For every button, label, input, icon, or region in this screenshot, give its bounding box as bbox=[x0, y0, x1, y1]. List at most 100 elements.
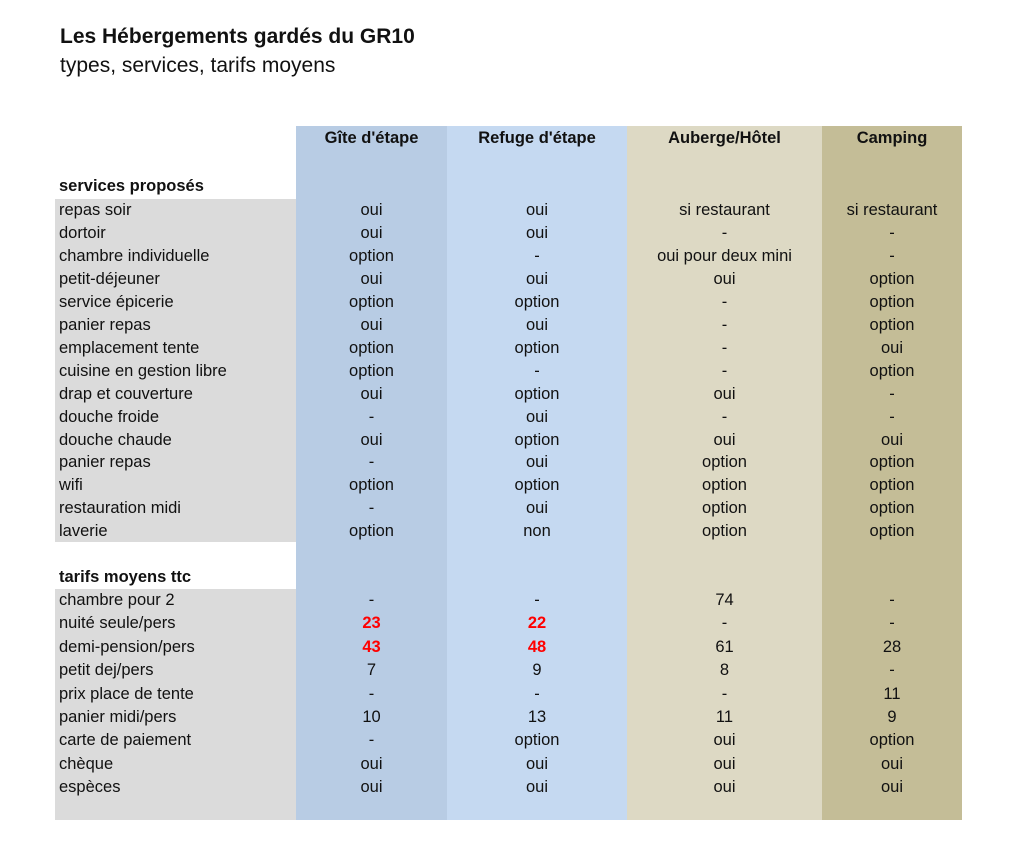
column-bg-auberge bbox=[627, 126, 822, 820]
row-label: espèces bbox=[59, 778, 121, 797]
table-header: Gîte d'étape Refuge d'étape Auberge/Hôte… bbox=[0, 127, 1024, 150]
table-cell: oui bbox=[360, 384, 383, 403]
table-cell: si restaurant bbox=[846, 201, 938, 219]
row-label: nuité seule/pers bbox=[59, 614, 176, 633]
table-cell: - bbox=[889, 661, 895, 680]
table-cell: - bbox=[721, 684, 728, 703]
table-row: carte de paiement - option oui option bbox=[0, 729, 1024, 752]
table-cell: oui bbox=[713, 430, 736, 449]
row-label: emplacement tente bbox=[59, 338, 200, 357]
table-cell: - bbox=[368, 591, 375, 609]
table-cell: oui bbox=[525, 453, 549, 472]
table-cell: oui bbox=[360, 269, 383, 288]
table-row: cuisine en gestion libre option - - option bbox=[0, 360, 1024, 383]
row-label: cuisine en gestion libre bbox=[59, 361, 227, 380]
table-row: demi-pension/pers 43 48 61 28 bbox=[0, 636, 1024, 659]
table-cell: option bbox=[349, 292, 394, 311]
table-row: panier repas oui oui - option bbox=[0, 314, 1024, 337]
column-bg-camping bbox=[822, 126, 962, 820]
table-cell: - bbox=[889, 407, 895, 426]
table-row: drap et couverture oui option oui - bbox=[0, 383, 1024, 406]
table-cell: option bbox=[869, 292, 915, 311]
table-cell: oui bbox=[525, 269, 549, 288]
table-row: panier midi/pers 10 13 11 9 bbox=[0, 706, 1024, 729]
row-label: drap et couverture bbox=[59, 384, 193, 403]
table-cell: option bbox=[349, 522, 394, 541]
row-label: restauration midi bbox=[59, 499, 181, 518]
label-column-bg-services bbox=[55, 199, 296, 542]
table-cell: - bbox=[889, 246, 895, 265]
table-cell: 9 bbox=[532, 661, 542, 680]
table-cell: oui bbox=[360, 754, 383, 773]
table-cell: 61 bbox=[715, 637, 734, 656]
table-cell: - bbox=[534, 361, 540, 380]
table-cell: si restaurant bbox=[679, 201, 770, 219]
table-cell: - bbox=[534, 591, 540, 609]
section-title: tarifs moyens ttc bbox=[59, 568, 192, 586]
table-cell: oui bbox=[525, 499, 549, 518]
row-label: chambre individuelle bbox=[59, 246, 210, 265]
table-cell: - bbox=[534, 684, 540, 703]
table-row: chambre pour 2 - - 74 - bbox=[0, 589, 1024, 612]
table-row: chèque oui oui oui oui bbox=[0, 753, 1024, 776]
table-cell: non bbox=[523, 522, 551, 541]
table-cell: 48 bbox=[527, 637, 547, 656]
table-cell: option bbox=[514, 384, 560, 403]
table-cell: - bbox=[721, 614, 728, 633]
table-cell: oui pour deux mini bbox=[657, 246, 792, 265]
table-cell: 43 bbox=[362, 637, 381, 656]
label-column-bg-tarifs bbox=[55, 589, 296, 820]
table-cell: oui bbox=[525, 201, 549, 219]
table-cell: oui bbox=[360, 430, 383, 449]
table-row: laverie option non option option bbox=[0, 520, 1024, 543]
table-cell: oui bbox=[360, 778, 383, 797]
table-cell: oui bbox=[360, 201, 383, 219]
row-label: prix place de tente bbox=[59, 684, 194, 703]
table-cell: option bbox=[349, 246, 394, 265]
table-cell: 8 bbox=[719, 661, 730, 680]
table-row: wifi option option option option bbox=[0, 474, 1024, 497]
table-cell: option bbox=[514, 430, 560, 449]
table-cell: oui bbox=[880, 338, 904, 357]
table-row: espèces oui oui oui oui bbox=[0, 776, 1024, 799]
table-cell: option bbox=[869, 476, 915, 495]
table-cell: 74 bbox=[715, 591, 734, 609]
row-label: panier repas bbox=[59, 315, 151, 334]
row-label: petit-déjeuner bbox=[59, 269, 160, 288]
table-cell: - bbox=[721, 407, 728, 426]
row-label: chèque bbox=[59, 754, 114, 773]
table-cell: option bbox=[869, 731, 915, 750]
table-row: petit dej/pers 7 9 8 - bbox=[0, 659, 1024, 682]
row-label: repas soir bbox=[59, 201, 132, 219]
column-header-gite: Gîte d'étape bbox=[324, 129, 419, 147]
table-cell: - bbox=[368, 731, 375, 750]
table-row: chambre individuelle option - oui pour deux… bbox=[0, 245, 1024, 268]
row-label: carte de paiement bbox=[59, 731, 192, 750]
table-row: panier repas - oui option option bbox=[0, 451, 1024, 474]
table-cell: 10 bbox=[362, 708, 381, 726]
table-cell: - bbox=[721, 361, 728, 380]
table-cell: 11 bbox=[883, 684, 901, 703]
table-cell: option bbox=[869, 522, 915, 541]
table-row: douche chaude oui option oui oui bbox=[0, 429, 1024, 452]
table-cell: - bbox=[889, 591, 895, 609]
row-label: demi-pension/pers bbox=[59, 637, 195, 656]
table-row: repas soir oui oui si restaurant si restaura… bbox=[0, 199, 1024, 222]
table-cell: 9 bbox=[887, 708, 897, 726]
table-cell: - bbox=[368, 499, 375, 518]
document-subtitle: types, services, tarifs moyens bbox=[60, 54, 336, 77]
table-cell: oui bbox=[880, 754, 904, 773]
table-cell: oui bbox=[880, 778, 904, 797]
row-label: douche chaude bbox=[59, 430, 172, 449]
table-cell: - bbox=[889, 223, 895, 242]
table-cell: option bbox=[349, 476, 394, 495]
table-cell: - bbox=[721, 223, 728, 242]
column-header-auberge: Auberge/Hôtel bbox=[668, 129, 781, 147]
table-cell: - bbox=[368, 453, 375, 472]
table-cell: option bbox=[514, 292, 560, 311]
table-row: emplacement tente option option - oui bbox=[0, 337, 1024, 360]
row-label: petit dej/pers bbox=[59, 661, 154, 680]
table-cell: option bbox=[349, 338, 394, 357]
table-cell: option bbox=[869, 453, 915, 472]
table-cell: option bbox=[702, 499, 747, 518]
